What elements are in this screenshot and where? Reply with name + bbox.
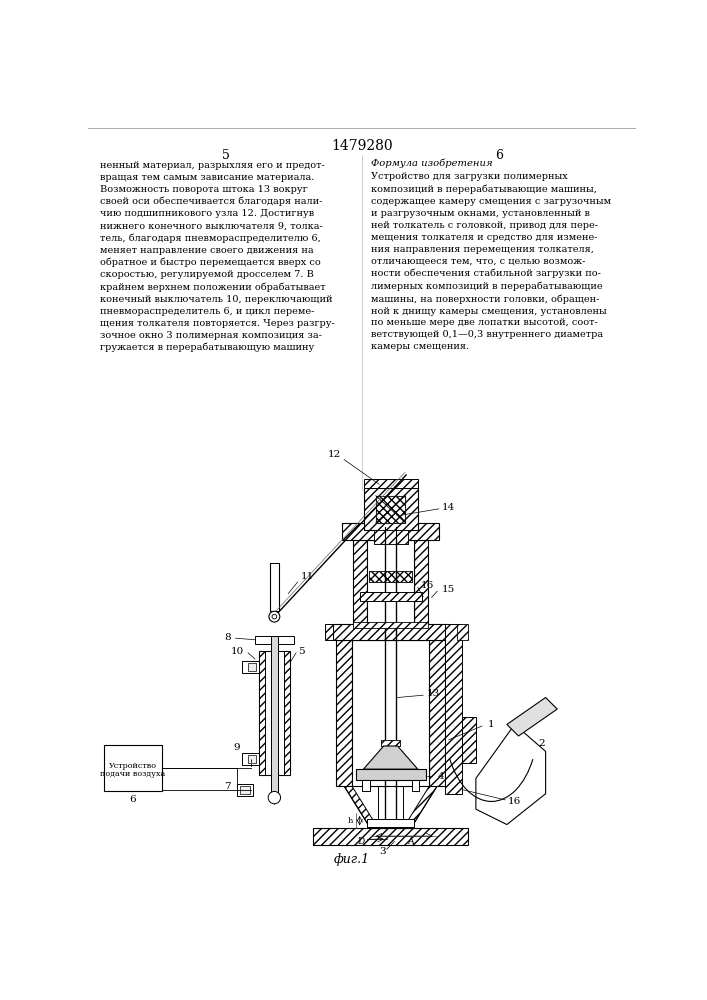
Text: h: h [348, 817, 353, 825]
Bar [368, 540, 414, 624]
Bar [284, 651, 290, 774]
Text: Устройство для загрузки полимерных
композиций в перерабатывающие машины,
содержа: Устройство для загрузки полимерных компо… [371, 172, 612, 351]
Bar [248, 663, 256, 671]
Bar [240, 786, 250, 794]
Bar [360, 592, 421, 601]
Text: 14: 14 [442, 503, 455, 512]
Polygon shape [363, 746, 418, 769]
Bar [255, 636, 293, 644]
Bar [259, 651, 265, 774]
Bar [429, 640, 445, 786]
Text: 8: 8 [225, 633, 231, 642]
Text: 12: 12 [328, 450, 341, 459]
Bar [449, 624, 457, 640]
Bar [104, 745, 162, 791]
Bar [271, 636, 279, 798]
Bar [356, 769, 426, 780]
Text: 16: 16 [421, 581, 434, 590]
Text: фиг.1: фиг.1 [334, 853, 370, 866]
Text: 13: 13 [426, 689, 440, 698]
Text: 2: 2 [539, 739, 545, 748]
Polygon shape [476, 724, 546, 825]
Text: D: D [358, 837, 365, 846]
Text: 1479280: 1479280 [331, 139, 393, 153]
Text: 3: 3 [380, 847, 386, 856]
Text: 16: 16 [508, 797, 521, 806]
Text: подачи воздуха: подачи воздуха [100, 770, 165, 778]
Bar [259, 651, 290, 774]
Text: 9: 9 [234, 743, 240, 752]
Circle shape [272, 614, 276, 619]
Bar [248, 755, 256, 763]
Text: 15: 15 [442, 585, 455, 594]
Bar [376, 496, 405, 523]
Bar [363, 479, 418, 488]
Bar [242, 661, 259, 673]
Bar [462, 717, 476, 763]
Text: 7: 7 [225, 782, 231, 791]
Bar [341, 523, 440, 540]
Bar [378, 786, 403, 828]
Text: Формула изобретения: Формула изобретения [371, 158, 493, 168]
Circle shape [269, 611, 280, 622]
Bar [270, 563, 279, 611]
Bar [381, 740, 400, 746]
Text: 10: 10 [230, 647, 244, 656]
Text: 6: 6 [495, 149, 503, 162]
Text: 5: 5 [298, 647, 305, 656]
Text: ненный материал, разрыхляя его и предот-
вращая тем самым зависание материала.
В: ненный материал, разрыхляя его и предот-… [100, 161, 334, 352]
Bar [332, 624, 449, 640]
Bar [325, 624, 332, 640]
Text: 11: 11 [300, 572, 313, 581]
Bar [313, 828, 468, 845]
Bar [373, 530, 408, 544]
Bar [363, 488, 418, 530]
Circle shape [268, 791, 281, 804]
Bar [368, 819, 414, 827]
Bar [369, 571, 412, 582]
Bar [337, 640, 352, 786]
Bar [362, 780, 370, 791]
Polygon shape [507, 698, 557, 736]
Bar [376, 496, 405, 523]
Bar [445, 624, 462, 794]
Text: 4: 4 [438, 772, 444, 781]
Polygon shape [403, 786, 437, 828]
Bar [414, 540, 428, 624]
Bar [237, 784, 252, 796]
Bar [411, 780, 419, 791]
Text: A: A [407, 837, 414, 846]
Bar [354, 540, 368, 624]
Text: 5: 5 [221, 149, 230, 162]
Text: 1: 1 [488, 720, 495, 729]
Bar [385, 532, 396, 821]
Bar [457, 624, 468, 640]
Bar [369, 571, 412, 582]
Bar [352, 640, 429, 786]
Bar [373, 530, 408, 544]
Bar [354, 622, 428, 628]
Bar [381, 740, 400, 746]
Bar [242, 753, 259, 765]
Polygon shape [344, 786, 378, 828]
Text: 6: 6 [129, 795, 136, 804]
Text: Устройство: Устройство [109, 762, 156, 770]
